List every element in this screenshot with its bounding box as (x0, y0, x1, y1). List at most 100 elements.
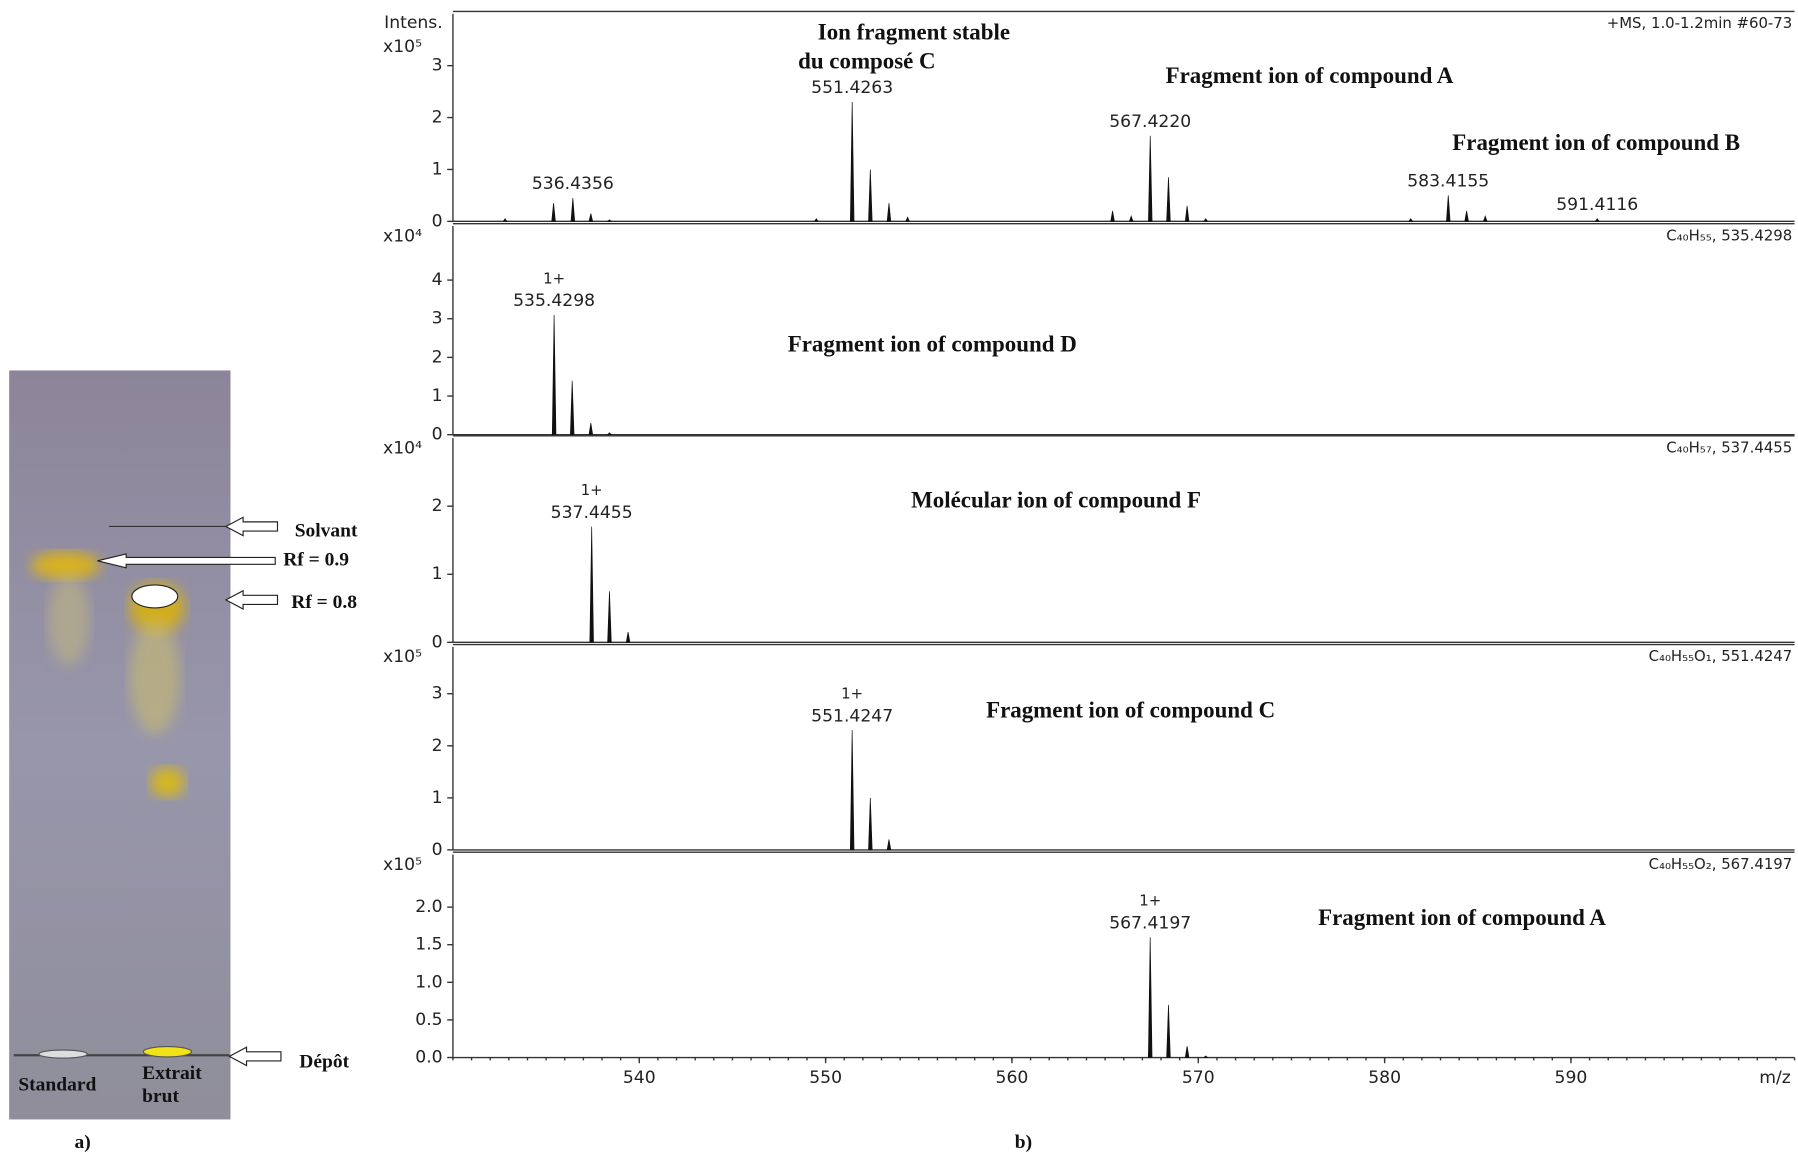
y-tick-label: 1 (432, 564, 443, 584)
arrow (97, 553, 276, 569)
smear (129, 619, 181, 735)
annotation: Fragment ion of compound C (986, 698, 1275, 723)
arrow (228, 1046, 282, 1067)
peak (1148, 937, 1153, 1058)
peak (588, 423, 594, 436)
peak (813, 218, 819, 222)
info: C₄₀H₅₅O₂, 567.4197 (1649, 855, 1793, 873)
y-tick-label: 3 (432, 684, 443, 704)
peak (551, 314, 557, 436)
label: Rf = 0.9 (283, 549, 349, 570)
peak (850, 101, 855, 222)
peak (625, 632, 631, 643)
multiplier: x10⁴ (383, 226, 422, 246)
info: C₄₀H₅₅, 535.4298 (1666, 226, 1792, 244)
peak (1128, 215, 1134, 222)
y-tick-label: 2 (432, 108, 443, 128)
rf-marker (131, 584, 179, 609)
peak (502, 218, 508, 222)
multiplier: x10⁵ (383, 647, 422, 667)
annotation: Fragment ion of compound D (788, 332, 1077, 357)
spot (150, 767, 185, 798)
label: Rf = 0.8 (291, 592, 357, 613)
charge-label: 1+ (841, 685, 863, 703)
multiplier: x10⁵ (383, 855, 422, 875)
multiplier: x10⁴ (383, 438, 422, 458)
y-tick-label: 0.0 (415, 1048, 442, 1068)
extract-spot (142, 1046, 193, 1058)
y-tick-label: 0 (432, 425, 443, 445)
peak-label: 551.4247 (811, 706, 893, 726)
y-tick-label: 2 (432, 736, 443, 756)
peak (1203, 218, 1209, 222)
label: Solvant (295, 521, 358, 542)
peak (606, 432, 613, 436)
x-tick-label: 570 (1182, 1068, 1215, 1088)
y-tick-label: 2.0 (415, 897, 442, 917)
y-axis-label: Intens. (384, 13, 443, 33)
panel-label: a) (75, 1132, 91, 1153)
peak (606, 219, 613, 222)
x-tick-label: 580 (1368, 1068, 1401, 1088)
y-tick-label: 0 (432, 211, 443, 231)
multiplier: x10⁵ (383, 37, 422, 57)
spot (30, 551, 100, 580)
info: +MS, 1.0-1.2min #60-73 (1607, 14, 1793, 32)
x-tick-label: 540 (623, 1068, 656, 1088)
peak-label: 591.4116 (1556, 195, 1638, 215)
peak (588, 213, 594, 222)
peak (551, 203, 556, 222)
y-tick-label: 0 (432, 632, 443, 652)
info: C₄₀H₅₇, 537.4455 (1666, 438, 1792, 456)
peak-label: 583.4155 (1407, 172, 1489, 192)
peak (886, 839, 892, 851)
charge-label: 1+ (543, 269, 565, 287)
arrow (224, 516, 279, 537)
y-tick-label: 0.5 (415, 1010, 442, 1030)
peak (1408, 218, 1414, 222)
peak (589, 526, 594, 643)
label: Standard (18, 1075, 96, 1096)
peak (1594, 218, 1600, 222)
arrow (224, 589, 279, 610)
y-tick-label: 1 (432, 386, 443, 406)
peak-label: 567.4197 (1109, 913, 1191, 933)
y-tick-label: 2 (432, 496, 443, 516)
peak (1184, 1046, 1190, 1058)
annotation: Molécular ion of compound F (911, 488, 1201, 513)
peak (1184, 205, 1190, 222)
panel-label: b) (1015, 1132, 1032, 1153)
peak (1464, 210, 1469, 222)
y-tick-label: 4 (432, 270, 443, 290)
peak (607, 591, 612, 643)
x-tick-label: 550 (809, 1068, 842, 1088)
peak-label: 536.4356 (532, 174, 614, 194)
plate (9, 370, 231, 1120)
peak (1166, 177, 1171, 222)
peak (1202, 1055, 1209, 1058)
label: Extrait (142, 1063, 202, 1084)
x-axis-label: m/z (1759, 1068, 1791, 1088)
y-tick-label: 1.0 (415, 972, 442, 992)
label: brut (142, 1086, 179, 1107)
y-tick-label: 3 (432, 309, 443, 329)
peak (868, 169, 873, 222)
peak (1482, 215, 1488, 222)
annotation: Ion fragment stable (818, 20, 1010, 45)
peak (886, 203, 892, 222)
peak-label: 567.4220 (1109, 112, 1191, 132)
y-tick-label: 0 (432, 840, 443, 860)
peak (1166, 1004, 1171, 1058)
tlc-plate: Solvant Rf = 0.9 Rf = 0.8 Dépôt Standard… (9, 370, 358, 1120)
y-tick-label: 1.5 (415, 935, 442, 955)
charge-label: 1+ (1139, 892, 1161, 910)
charge-label: 1+ (581, 481, 603, 499)
peak (1446, 195, 1451, 222)
peak-label: 551.4263 (811, 78, 893, 98)
peak-label: 535.4298 (513, 291, 595, 311)
peak (570, 380, 575, 436)
y-tick-label: 1 (432, 788, 443, 808)
peak (868, 797, 873, 851)
x-tick-label: 590 (1555, 1068, 1588, 1088)
